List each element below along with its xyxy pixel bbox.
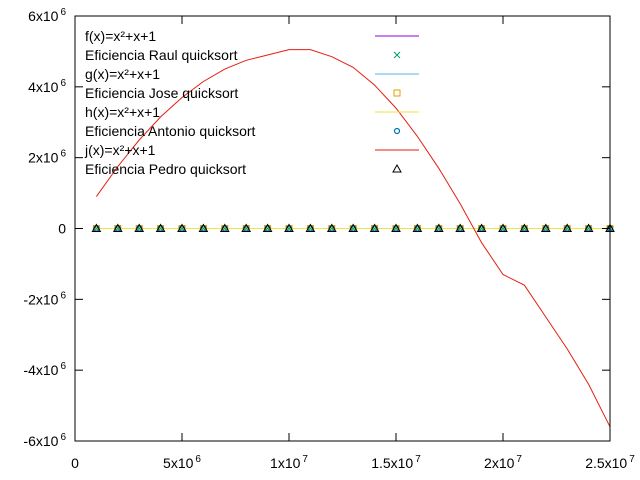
legend-label: Eficiencia Antonio quicksort <box>85 123 256 139</box>
legend-sample <box>393 127 401 135</box>
y-tick-label: 6x10 6 <box>28 7 66 24</box>
y-tick-label: 0 <box>58 221 66 237</box>
y-tick-label: 4x10 6 <box>28 78 66 95</box>
legend-label: g(x)=x²+x+1 <box>85 66 160 82</box>
plot-curves <box>95 49 611 428</box>
x-tick-label: 0 <box>71 455 79 471</box>
legend-label: Eficiencia Raul quicksort <box>85 47 238 63</box>
x-tick-label: 5x10 6 <box>163 454 201 471</box>
data-point-7 <box>583 223 594 232</box>
data-point-7 <box>219 223 230 232</box>
legend-label: Eficiencia Jose quicksort <box>85 85 238 101</box>
data-point-7 <box>155 223 166 232</box>
x-tick-label: 1x10 7 <box>270 454 308 471</box>
data-point-7 <box>326 223 337 232</box>
data-point-7 <box>284 223 294 232</box>
data-point-7 <box>433 223 444 232</box>
data-point-7 <box>455 223 466 232</box>
y-tick-label: -4x10 6 <box>23 361 66 378</box>
data-point-7 <box>241 223 252 232</box>
legend-label: h(x)=x²+x+1 <box>85 104 160 120</box>
y-tick-label: -2x10 6 <box>23 290 66 307</box>
x-tick-label: 1.5x10 7 <box>371 454 421 471</box>
legend-sample <box>393 51 401 59</box>
legend-sample <box>393 89 401 97</box>
x-axis: 0 5x10 6 1x10 7 1.5x10 7 2x10 7 2.5x10 7 <box>71 16 635 471</box>
data-point-7 <box>540 223 551 232</box>
data-point-7 <box>348 223 359 232</box>
y-tick-label: -6x10 6 <box>23 432 66 449</box>
data-point-7 <box>519 223 530 232</box>
data-point-7 <box>177 223 187 232</box>
y-tick-label: 2x10 6 <box>28 149 66 166</box>
data-point-7 <box>198 223 209 232</box>
legend: f(x)=x²+x+1 Eficiencia Raul quicksort g(x)… <box>84 28 419 177</box>
series-line-6 <box>95 49 611 428</box>
legend-label: f(x)=x²+x+1 <box>85 28 156 44</box>
data-point-7 <box>112 223 123 232</box>
legend-label: j(x)=x²+x+1 <box>84 142 156 158</box>
y-axis: 6x10 6 4x10 6 2x10 6 0 -2x10 6 -4x10 6 -6x10 6 <box>23 7 610 449</box>
data-point-7 <box>498 223 508 232</box>
data-point-7 <box>134 223 145 232</box>
legend-label: Eficiencia Pedro quicksort <box>85 161 246 177</box>
x-tick-label: 2.5x10 7 <box>585 454 635 471</box>
data-point-7 <box>91 223 102 232</box>
data-point-7 <box>262 223 273 232</box>
data-point-7 <box>391 223 401 232</box>
x-tick-label: 2x10 7 <box>484 454 522 471</box>
legend-sample <box>392 163 402 173</box>
data-point-7 <box>476 223 487 232</box>
data-point-7 <box>562 223 573 232</box>
data-point-7 <box>369 223 380 232</box>
data-point-7 <box>412 223 423 232</box>
data-point-7 <box>305 223 316 232</box>
